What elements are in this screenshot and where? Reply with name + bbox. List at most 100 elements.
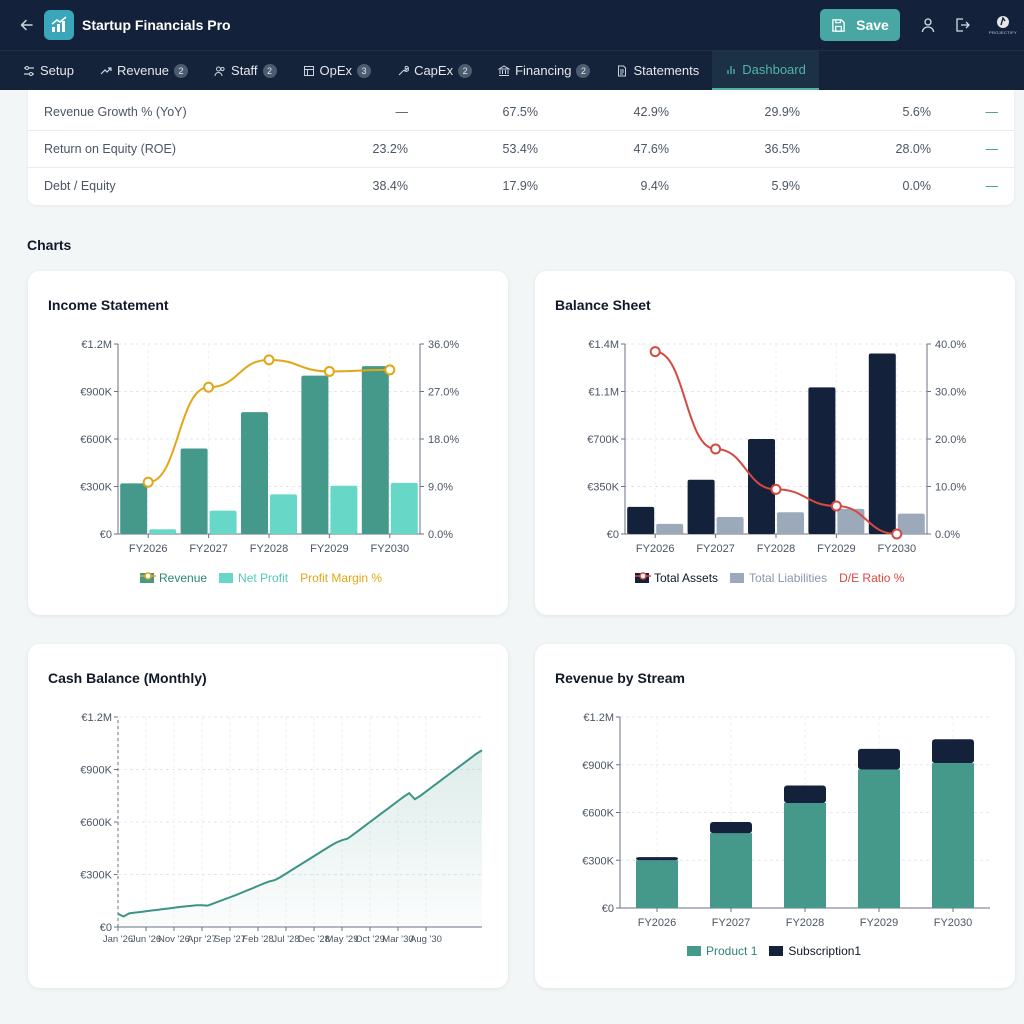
top-bar: Startup Financials Pro Save PROJECTIFY xyxy=(0,0,1024,50)
tab-label: CapEx xyxy=(414,63,454,78)
bar-product-1 xyxy=(858,769,900,908)
bar-subscription1 xyxy=(932,739,974,764)
cell-value: 0.0% xyxy=(902,179,932,193)
x-tick-label: FY2026 xyxy=(638,917,677,929)
y2-tick-label: 40.0% xyxy=(935,339,966,351)
row-label: Revenue Growth % (YoY) xyxy=(44,105,187,119)
tab-bar: Setup Revenue 2 Staff 2 OpEx 3 CapEx 2 F… xyxy=(0,50,1024,90)
y-tick-label: €900K xyxy=(582,760,614,772)
y-tick-label: €700K xyxy=(587,434,619,446)
y2-tick-label: 0.0% xyxy=(428,529,453,541)
save-button[interactable]: Save xyxy=(820,9,900,41)
legend-item[interactable]: Total Liabilities xyxy=(730,571,827,585)
tab-staff[interactable]: Staff 2 xyxy=(201,51,290,90)
back-arrow-icon[interactable] xyxy=(14,12,40,38)
table-row: Debt / Equity 38.4% 17.9% 9.4% 5.9% 0.0%… xyxy=(28,168,1014,205)
x-tick-label: FY2030 xyxy=(878,543,917,555)
x-tick-label: FY2030 xyxy=(371,543,410,555)
x-tick-label: FY2027 xyxy=(696,543,735,555)
cell-value: 17.9% xyxy=(502,179,538,193)
tab-statements[interactable]: Statements xyxy=(603,51,712,90)
x-tick-label: Oct '29 xyxy=(355,934,385,945)
y2-tick-label: 20.0% xyxy=(935,434,966,446)
revenue-by-stream-chart: €0 €300K €600K €900K €1.2M FY2026 FY2027 FY2028… xyxy=(582,712,990,929)
chart-legend: Revenue Net Profit Profit Margin % xyxy=(140,571,382,585)
tab-revenue[interactable]: Revenue 2 xyxy=(87,51,201,90)
chart-title: Income Statement xyxy=(48,297,169,313)
cell-value: — xyxy=(985,179,999,193)
app-title: Startup Financials Pro xyxy=(82,17,231,33)
x-tick-label: FY2027 xyxy=(712,917,751,929)
cell-value: 29.9% xyxy=(764,105,800,119)
y2-tick-label: 30.0% xyxy=(935,387,966,399)
y-tick-label: €0 xyxy=(607,529,619,541)
tab-dashboard[interactable]: Dashboard xyxy=(712,51,819,90)
table-row: Return on Equity (ROE) 23.2% 53.4% 47.6%… xyxy=(28,131,1014,168)
y-tick-label: €1.2M xyxy=(583,712,614,724)
x-tick-label: Nov '26 xyxy=(158,934,190,945)
bar-net-profit xyxy=(390,482,418,534)
y2-tick-label: 18.0% xyxy=(428,434,459,446)
bar-revenue xyxy=(120,483,148,534)
cell-value: 42.9% xyxy=(633,105,669,119)
legend-item[interactable]: Net Profit xyxy=(219,571,288,585)
bar-total-liabilities xyxy=(897,513,925,534)
bar-product-1 xyxy=(784,802,826,908)
people-icon xyxy=(214,65,226,77)
legend-item[interactable]: Subscription1 xyxy=(769,944,861,958)
tab-setup[interactable]: Setup xyxy=(10,51,87,90)
cash-line xyxy=(117,749,483,918)
cell-value: 67.5% xyxy=(502,105,538,119)
bar-total-liabilities xyxy=(716,517,744,534)
brand-text: PROJECTIFY xyxy=(989,30,1017,35)
line-point xyxy=(384,364,396,376)
bar-product-1 xyxy=(636,860,678,908)
tab-opex[interactable]: OpEx 3 xyxy=(290,51,385,90)
x-tick-label: FY2028 xyxy=(757,543,796,555)
bar-total-assets xyxy=(687,479,715,534)
legend-item[interactable]: Product 1 xyxy=(687,944,757,958)
x-tick-label: Sep '27 xyxy=(214,934,246,945)
x-tick-label: FY2030 xyxy=(934,917,973,929)
y2-tick-label: 27.0% xyxy=(428,387,459,399)
row-label: Return on Equity (ROE) xyxy=(44,142,176,156)
tab-capex[interactable]: CapEx 2 xyxy=(384,51,485,90)
x-tick-label: Jun '26 xyxy=(131,934,161,945)
x-tick-label: Dec '28 xyxy=(298,934,330,945)
cash-area xyxy=(118,750,482,927)
chart-card-balance: Balance Sheet €0 0.0% €350K 10.0% €700K 20.0%… xyxy=(535,271,1015,615)
bar-net-profit xyxy=(209,510,237,534)
tab-badge: 2 xyxy=(576,63,591,78)
legend-label: Profit Margin % xyxy=(300,571,383,585)
legend-label: Total Liabilities xyxy=(749,571,828,585)
brand-logo: PROJECTIFY xyxy=(988,10,1018,40)
y-tick-label: €300K xyxy=(582,855,614,867)
bar-product-1 xyxy=(932,763,974,908)
user-icon[interactable] xyxy=(914,11,942,39)
table-row: Revenue Growth % (YoY) — 67.5% 42.9% 29.… xyxy=(28,94,1014,131)
tab-label: OpEx xyxy=(319,63,353,78)
legend-item[interactable]: D/E Ratio % xyxy=(635,571,904,585)
cell-value: 53.4% xyxy=(502,142,538,156)
logout-icon[interactable] xyxy=(948,11,976,39)
x-tick-label: Aug '30 xyxy=(410,934,442,945)
legend-label: Net Profit xyxy=(238,571,289,585)
bar-total-liabilities xyxy=(837,508,865,534)
y-tick-label: €300K xyxy=(80,482,112,494)
sliders-icon xyxy=(23,65,35,77)
chart-title: Balance Sheet xyxy=(555,297,651,313)
x-tick-label: FY2027 xyxy=(189,543,228,555)
y-tick-label: €600K xyxy=(80,434,112,446)
legend-item[interactable]: Profit Margin % xyxy=(140,571,383,585)
bar-total-liabilities xyxy=(777,512,804,534)
row-label: Debt / Equity xyxy=(44,179,116,193)
app-logo-icon xyxy=(44,10,74,40)
line-point xyxy=(710,443,722,455)
bar-chart-icon xyxy=(725,64,737,76)
tab-financing[interactable]: Financing 2 xyxy=(485,51,603,90)
y-tick-label: €0 xyxy=(602,903,614,915)
tab-badge: 2 xyxy=(262,63,277,78)
line-point xyxy=(770,483,782,495)
bar-total-assets xyxy=(868,353,896,534)
cell-value: 38.4% xyxy=(372,179,408,193)
